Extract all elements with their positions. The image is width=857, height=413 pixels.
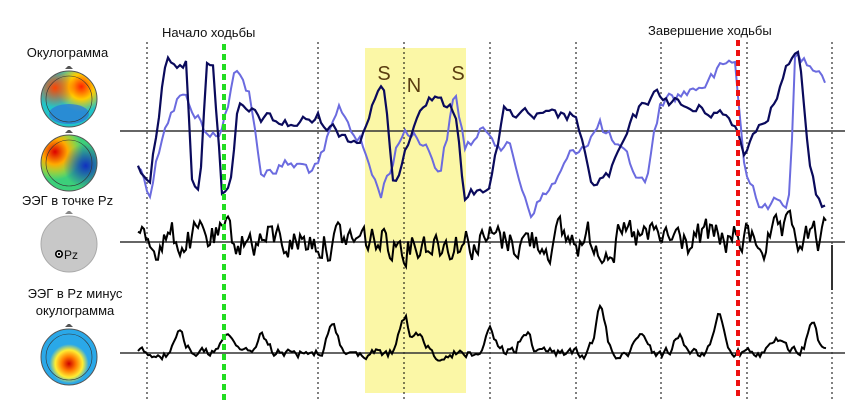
oculogram-map-2-icon: [40, 130, 98, 192]
oculogram-map-1-icon: [40, 66, 98, 128]
pz-electrode-label: Pz: [64, 248, 78, 262]
stage-n-label: N: [407, 75, 421, 97]
residual-map-icon: [40, 324, 98, 386]
stage-s1-label: S: [377, 63, 390, 85]
walk-start-label: Начало ходьбы: [162, 25, 256, 40]
stage-s2-label: S: [451, 63, 464, 85]
oculogram-label: Окулограмма: [26, 45, 109, 60]
eeg-residual-trace: [137, 303, 827, 362]
highlight-region: [365, 48, 466, 393]
eeg-residual-label-line1: ЭЭГ в Pz минус: [27, 286, 123, 301]
oculogram-trace-dark: [136, 50, 826, 209]
eeg-pz-trace: [137, 209, 827, 271]
walk-end-label: Завершение ходьбы: [648, 23, 772, 38]
oculogram-trace-light: [137, 51, 826, 220]
eeg-residual-label-line2: окулограмма: [35, 303, 115, 318]
pz-head-icon: Pz: [40, 211, 98, 273]
eeg-pz-label: ЭЭГ в точке Pz: [21, 193, 114, 208]
